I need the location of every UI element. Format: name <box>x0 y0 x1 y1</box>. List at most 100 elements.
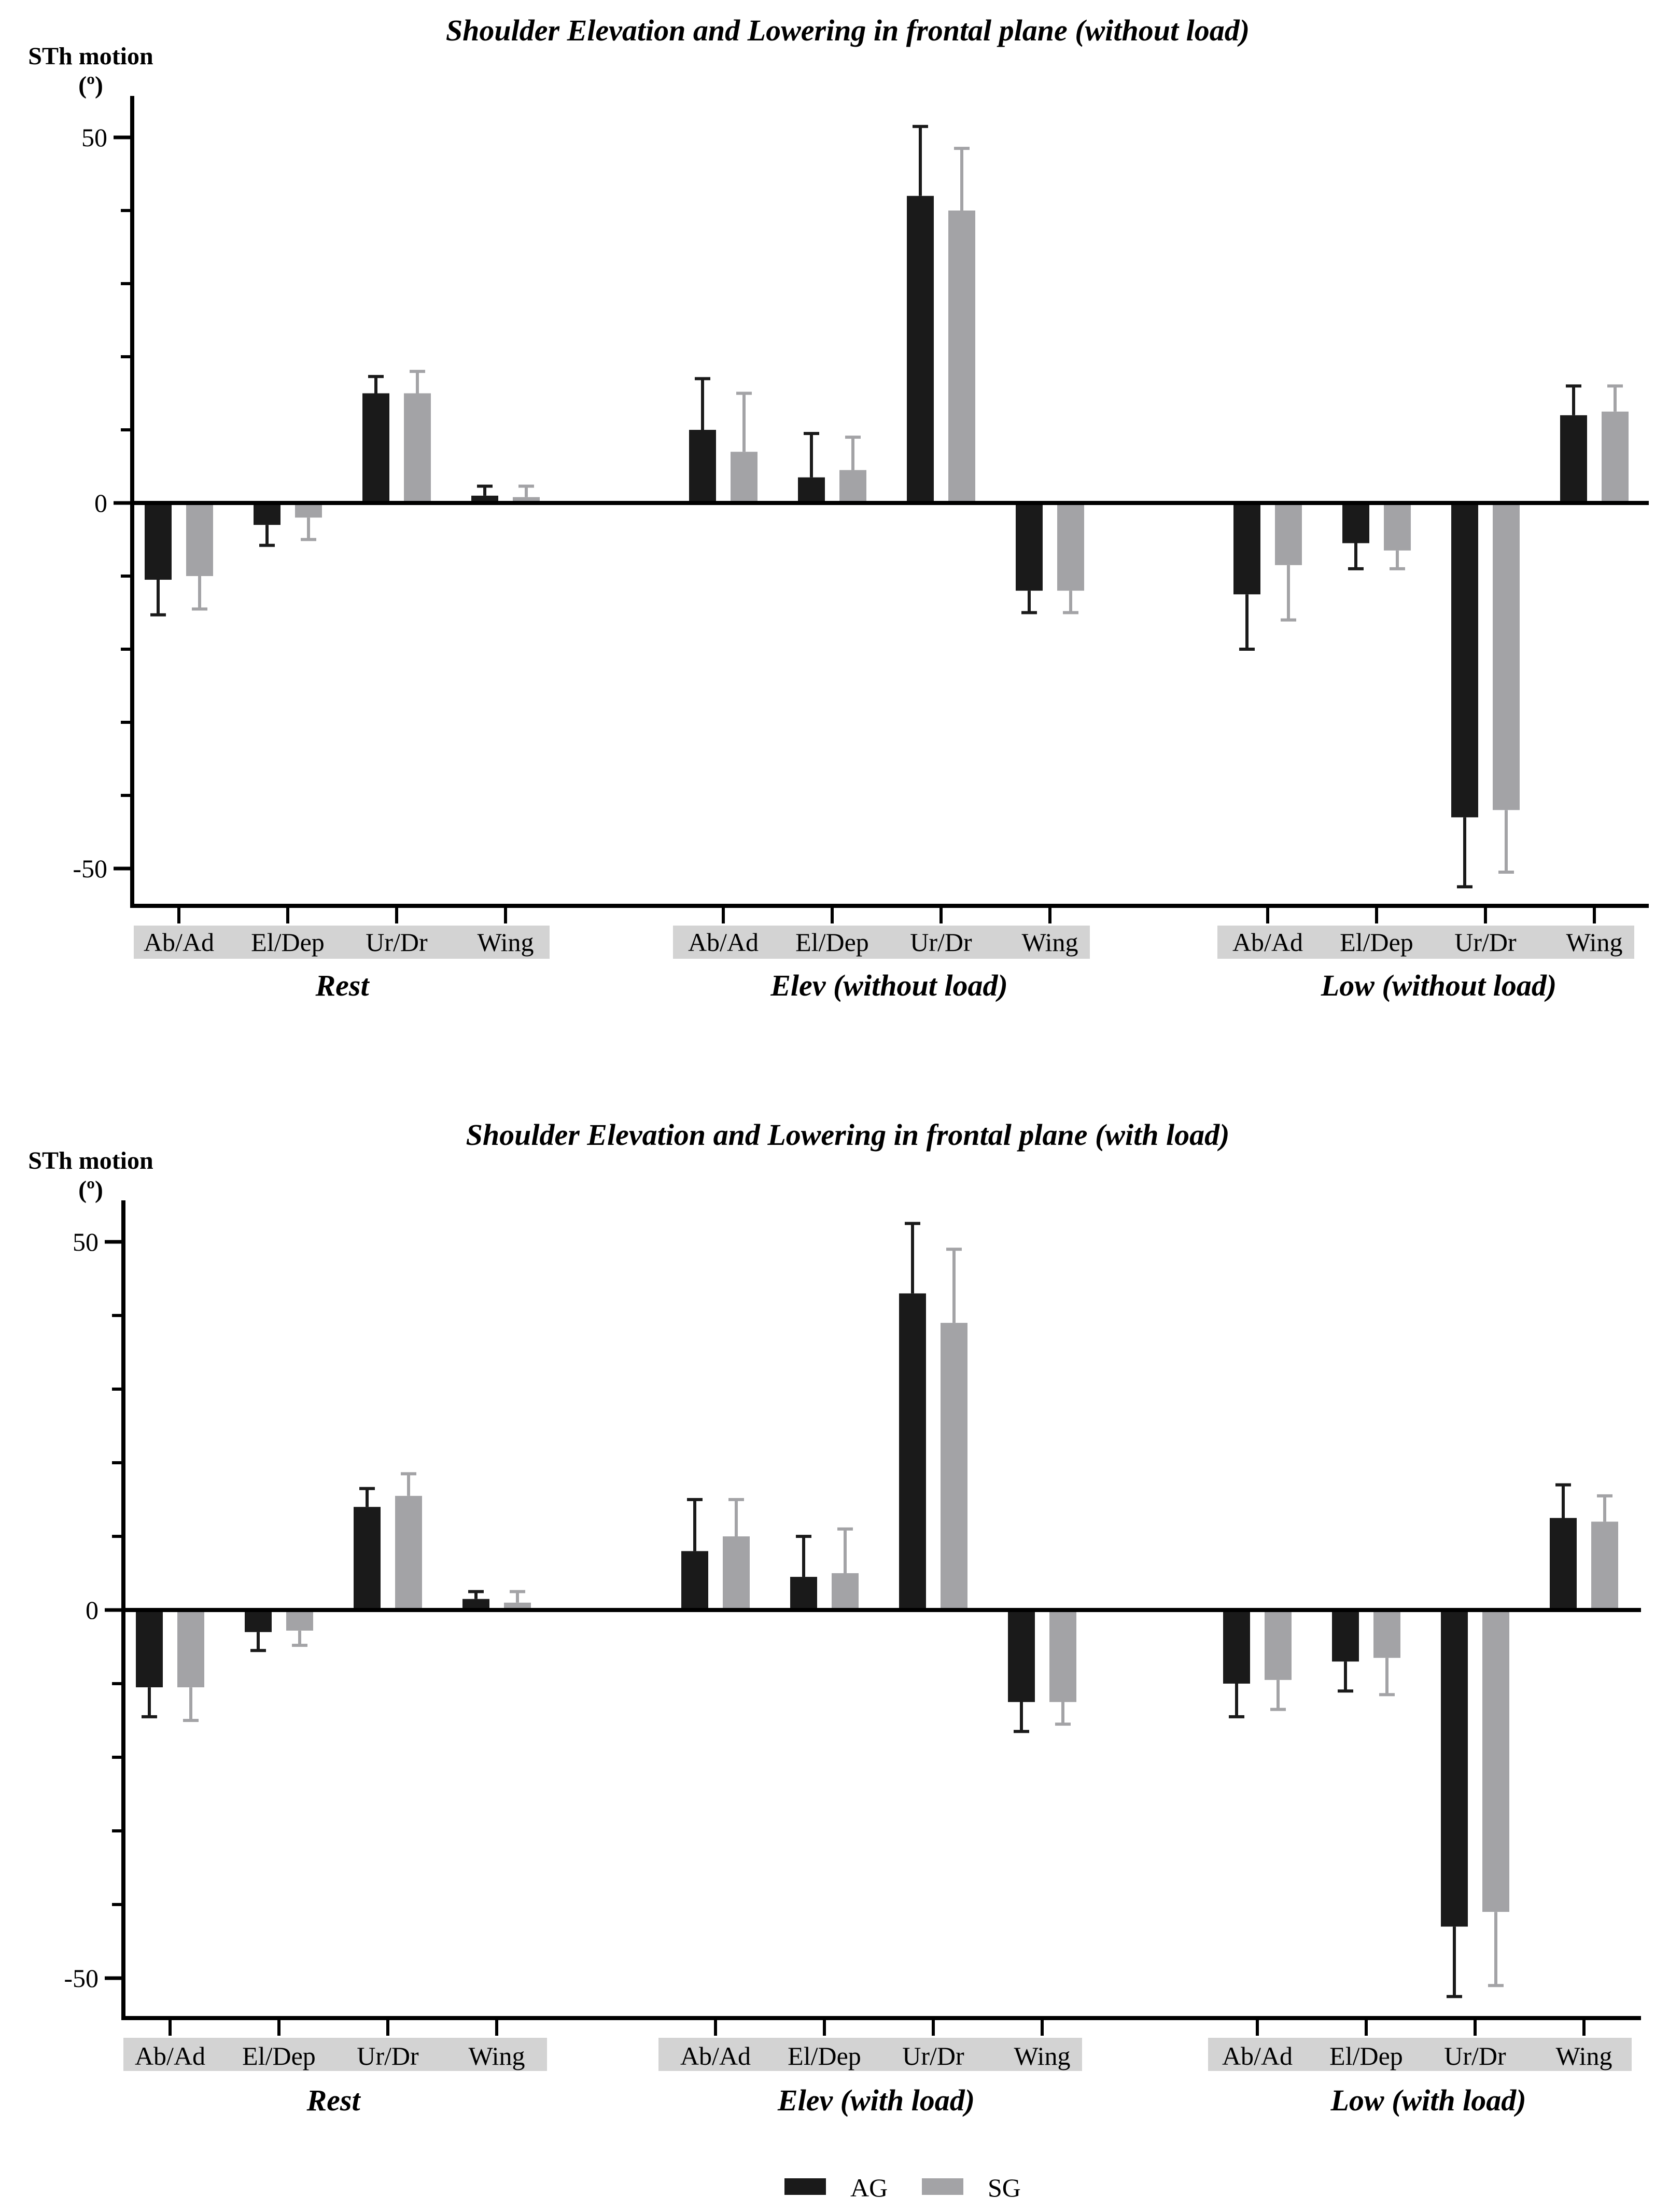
legend-swatch-ag <box>784 2178 826 2195</box>
bar-sg-rest-ab-ad <box>186 503 213 576</box>
category-label-wing: Wing <box>1566 928 1622 957</box>
y-tick-label: 50 <box>73 1227 99 1256</box>
bar-sg-rest-ur-dr <box>395 1495 422 1610</box>
bar-ag-elev-with-load-ab-ad <box>681 1551 708 1610</box>
bar-sg-low-without-load-wing <box>1602 411 1629 503</box>
y-tick-label: 0 <box>86 1595 99 1625</box>
bar-sg-elev-without-load-wing <box>1057 503 1084 591</box>
bar-sg-elev-with-load-ur-dr <box>941 1323 967 1610</box>
bar-ag-elev-without-load-el-dep <box>798 477 825 503</box>
category-label-wing: Wing <box>1555 2041 1612 2070</box>
category-label-el-dep: El/Dep <box>251 928 325 957</box>
y-axis-unit: (º) <box>78 72 103 99</box>
group-label-rest: Rest <box>306 2083 361 2117</box>
category-band-low-without-load <box>1217 926 1634 959</box>
bar-ag-elev-without-load-wing <box>1016 503 1043 591</box>
legend: AG SG <box>784 2173 1021 2202</box>
group-label-low-with-load: Low (with load) <box>1330 2083 1526 2117</box>
category-label-el-dep: El/Dep <box>1340 928 1413 957</box>
y-tick-label: -50 <box>73 854 107 883</box>
y-tick-label: -50 <box>64 1964 99 1993</box>
bar-sg-rest-el-dep <box>286 1610 313 1631</box>
legend-label-sg: SG <box>988 2173 1021 2202</box>
bar-sg-rest-ab-ad <box>177 1610 204 1688</box>
bar-sg-low-with-load-ab-ad <box>1265 1610 1292 1680</box>
bar-sg-low-with-load-ur-dr <box>1482 1610 1509 1912</box>
group-label-rest: Rest <box>315 969 370 1002</box>
bar-ag-rest-ab-ad <box>136 1610 163 1688</box>
category-label-wing: Wing <box>477 928 534 957</box>
y-axis-label: STh motion <box>28 1147 153 1174</box>
category-label-el-dep: El/Dep <box>242 2041 316 2070</box>
category-label-el-dep: El/Dep <box>1329 2041 1403 2070</box>
category-label-ur-dr: Ur/Dr <box>1454 928 1517 957</box>
bar-ag-low-without-load-ur-dr <box>1451 503 1478 818</box>
bar-sg-elev-without-load-el-dep <box>839 470 866 503</box>
category-label-ab-ad: Ab/Ad <box>1232 928 1303 957</box>
bar-ag-elev-with-load-ur-dr <box>899 1293 926 1610</box>
legend-swatch-sg <box>922 2178 963 2195</box>
bar-sg-elev-with-load-el-dep <box>832 1573 859 1610</box>
chart-title: Shoulder Elevation and Lowering in front… <box>446 13 1250 47</box>
bar-sg-low-with-load-wing <box>1591 1521 1618 1610</box>
bar-ag-low-with-load-ab-ad <box>1223 1610 1250 1684</box>
category-label-ab-ad: Ab/Ad <box>688 928 759 957</box>
bar-ag-low-with-load-el-dep <box>1332 1610 1359 1662</box>
category-label-ab-ad: Ab/Ad <box>135 2041 205 2070</box>
bar-ag-rest-ur-dr <box>362 393 389 503</box>
group-label-elev-without-load: Elev (without load) <box>770 969 1008 1002</box>
bar-ag-elev-with-load-wing <box>1008 1610 1035 1702</box>
bar-ag-elev-with-load-el-dep <box>790 1577 817 1610</box>
chart-title: Shoulder Elevation and Lowering in front… <box>466 1118 1230 1152</box>
category-label-el-dep: El/Dep <box>788 2041 861 2070</box>
y-axis-unit: (º) <box>78 1176 103 1203</box>
bar-sg-low-with-load-el-dep <box>1373 1610 1400 1658</box>
bar-sg-elev-without-load-ur-dr <box>948 211 975 503</box>
bar-sg-rest-el-dep <box>295 503 322 518</box>
bar-sg-rest-ur-dr <box>404 393 431 503</box>
group-label-elev-with-load: Elev (with load) <box>777 2083 975 2117</box>
chart-panel-without-load: Shoulder Elevation and Lowering in front… <box>28 13 1649 1002</box>
category-label-wing: Wing <box>1014 2041 1070 2070</box>
category-band-elev-without-load <box>673 926 1090 959</box>
bar-ag-rest-el-dep <box>254 503 280 525</box>
bar-ag-rest-el-dep <box>245 1610 272 1632</box>
category-label-ab-ad: Ab/Ad <box>144 928 214 957</box>
bar-ag-low-without-load-wing <box>1560 415 1587 503</box>
bar-sg-elev-with-load-ab-ad <box>723 1536 750 1610</box>
category-band-low-with-load <box>1208 2038 1632 2071</box>
bar-ag-low-with-load-wing <box>1550 1518 1577 1610</box>
bar-sg-elev-without-load-ab-ad <box>731 452 758 503</box>
category-label-el-dep: El/Dep <box>795 928 869 957</box>
category-label-ur-dr: Ur/Dr <box>902 2041 964 2070</box>
category-label-ab-ad: Ab/Ad <box>680 2041 751 2070</box>
category-label-wing: Wing <box>468 2041 525 2070</box>
bar-ag-rest-wing <box>462 1599 489 1610</box>
category-band-elev-with-load <box>658 2038 1082 2071</box>
category-label-ab-ad: Ab/Ad <box>1222 2041 1293 2070</box>
y-tick-label: 50 <box>81 123 107 152</box>
category-label-ur-dr: Ur/Dr <box>357 2041 419 2070</box>
category-band-rest <box>134 926 550 959</box>
bar-ag-rest-ur-dr <box>354 1507 381 1610</box>
bar-ag-low-without-load-ab-ad <box>1233 503 1260 595</box>
bar-sg-low-without-load-ab-ad <box>1275 503 1302 565</box>
group-label-low-without-load: Low (without load) <box>1321 969 1556 1002</box>
category-band-rest <box>123 2038 547 2071</box>
y-tick-label: 0 <box>94 488 107 517</box>
category-label-ur-dr: Ur/Dr <box>366 928 428 957</box>
legend-label-ag: AG <box>850 2173 888 2202</box>
bar-ag-rest-ab-ad <box>145 503 172 580</box>
bar-ag-low-without-load-el-dep <box>1342 503 1369 543</box>
category-label-ur-dr: Ur/Dr <box>1444 2041 1506 2070</box>
chart-panel-with-load: Shoulder Elevation and Lowering in front… <box>28 1118 1641 2117</box>
bar-sg-elev-with-load-wing <box>1049 1610 1076 1702</box>
bar-ag-low-with-load-ur-dr <box>1441 1610 1468 1927</box>
category-label-wing: Wing <box>1021 928 1078 957</box>
bar-sg-low-without-load-ur-dr <box>1493 503 1520 810</box>
bar-ag-elev-without-load-ur-dr <box>907 195 934 503</box>
category-label-ur-dr: Ur/Dr <box>910 928 972 957</box>
bar-sg-rest-wing <box>513 497 540 503</box>
bar-sg-low-without-load-el-dep <box>1384 503 1411 551</box>
